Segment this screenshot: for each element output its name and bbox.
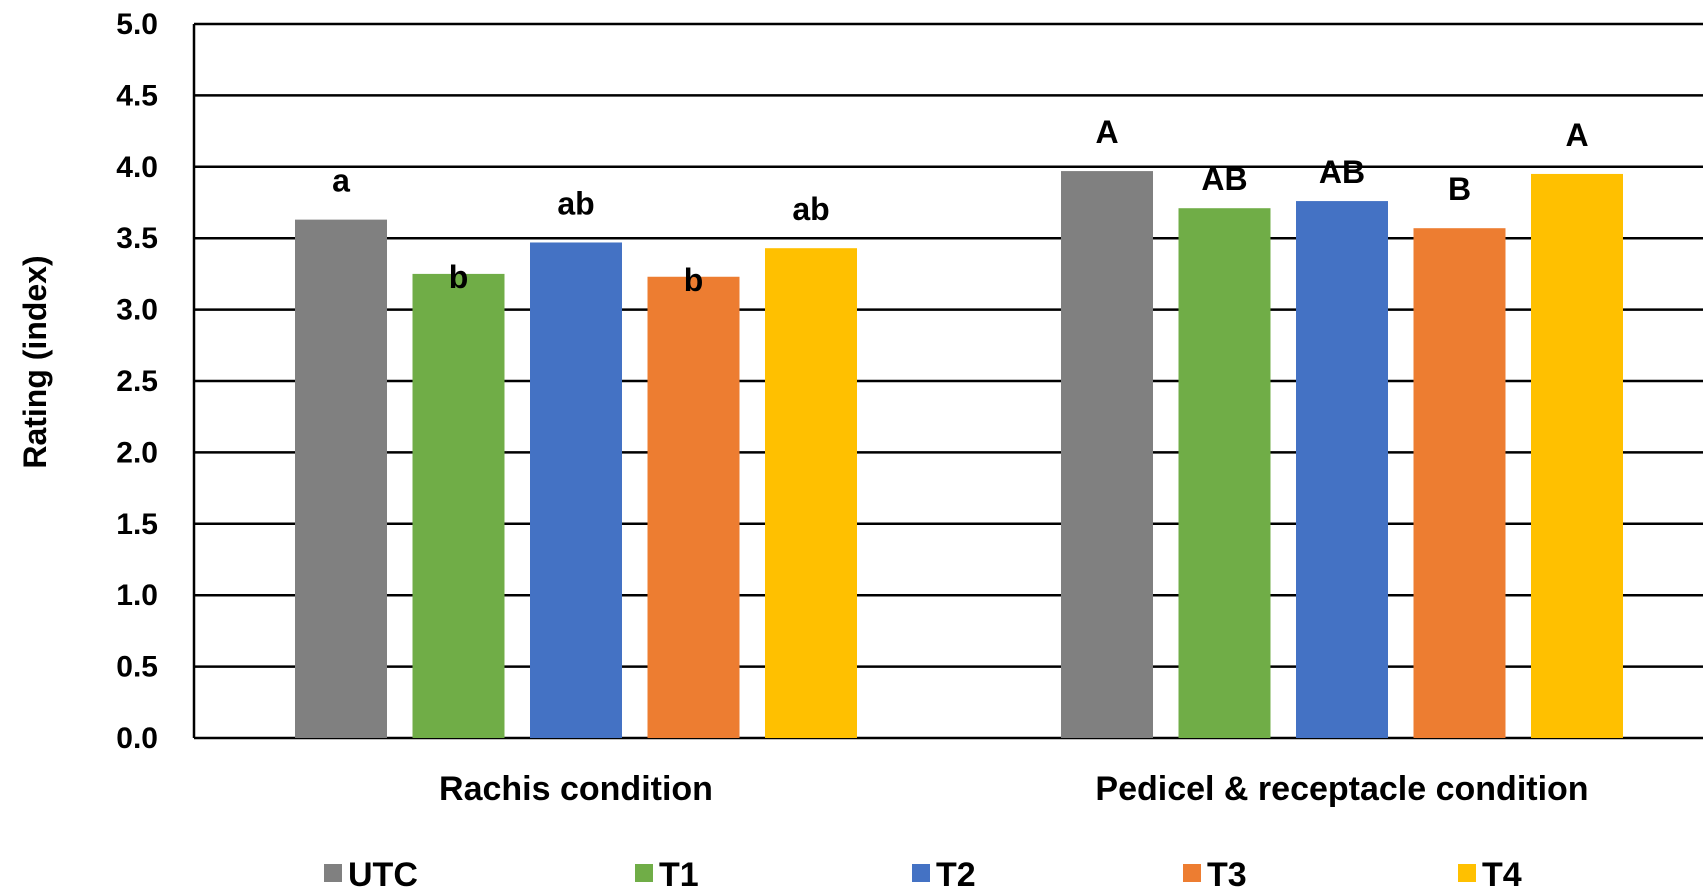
y-tick-label: 5.0 [116, 8, 158, 41]
legend: UTC T1 T2 T3 T4 [324, 856, 1522, 892]
legend-label: T3 [1207, 856, 1247, 892]
legend-item-t1: T1 [635, 856, 699, 892]
legend-swatch [912, 864, 930, 882]
y-tick-label: 4.5 [116, 79, 158, 112]
y-axis-title: Rating (index) [17, 255, 53, 468]
bar-t1-pedicel [1178, 208, 1271, 738]
y-tick-label: 0.5 [116, 651, 158, 684]
y-tick-label: 4.0 [116, 151, 158, 184]
bar-label: AB [1319, 154, 1365, 190]
legend-item-t3: T3 [1183, 856, 1247, 892]
bar-label: A [1565, 117, 1588, 153]
legend-label: T1 [659, 856, 699, 892]
bar-utc-rachis [295, 219, 387, 739]
legend-swatch [635, 864, 653, 882]
y-tick-label: 3.0 [116, 294, 158, 327]
legend-swatch [324, 864, 342, 882]
y-tick-label: 3.5 [116, 222, 158, 255]
bar-label: b [684, 262, 704, 298]
bar-label: B [1448, 171, 1471, 207]
legend-item-t4: T4 [1458, 856, 1522, 892]
bar-t3-rachis [647, 276, 740, 738]
y-tick-label: 0.0 [116, 722, 158, 755]
bar-utc-pedicel [1061, 171, 1153, 739]
bar-t3-pedicel [1413, 228, 1506, 739]
bar-label: AB [1201, 161, 1247, 197]
legend-swatch [1183, 864, 1201, 882]
legend-item-t2: T2 [912, 856, 976, 892]
bars [295, 171, 1623, 739]
bar-t4-pedicel [1531, 173, 1623, 738]
bar-label: a [332, 163, 350, 199]
bar-t2-pedicel [1296, 201, 1388, 738]
category-labels: Rachis condition Pedicel & receptacle con… [439, 770, 1589, 808]
legend-swatch [1458, 864, 1476, 882]
bar-label: A [1095, 114, 1118, 150]
bar-label: ab [792, 191, 829, 227]
bar-t4-rachis [765, 248, 857, 739]
legend-item-utc: UTC [324, 856, 418, 892]
bar-t2-rachis [530, 242, 622, 738]
category-label: Pedicel & receptacle condition [1095, 770, 1588, 808]
y-tick-label: 2.0 [116, 436, 158, 469]
legend-label: T2 [936, 856, 976, 892]
category-label: Rachis condition [439, 770, 713, 808]
legend-label: T4 [1482, 856, 1522, 892]
legend-label: UTC [348, 856, 418, 892]
y-axis-ticks: 0.0 0.5 1.0 1.5 2.0 2.5 3.0 3.5 4.0 4.5 5.0 [116, 8, 158, 755]
y-tick-label: 1.0 [116, 579, 158, 612]
y-tick-label: 2.5 [116, 365, 158, 398]
bar-label: ab [557, 185, 594, 221]
bar-label: b [449, 259, 469, 295]
bar-t1-rachis [412, 273, 505, 738]
y-tick-label: 1.5 [116, 508, 158, 541]
